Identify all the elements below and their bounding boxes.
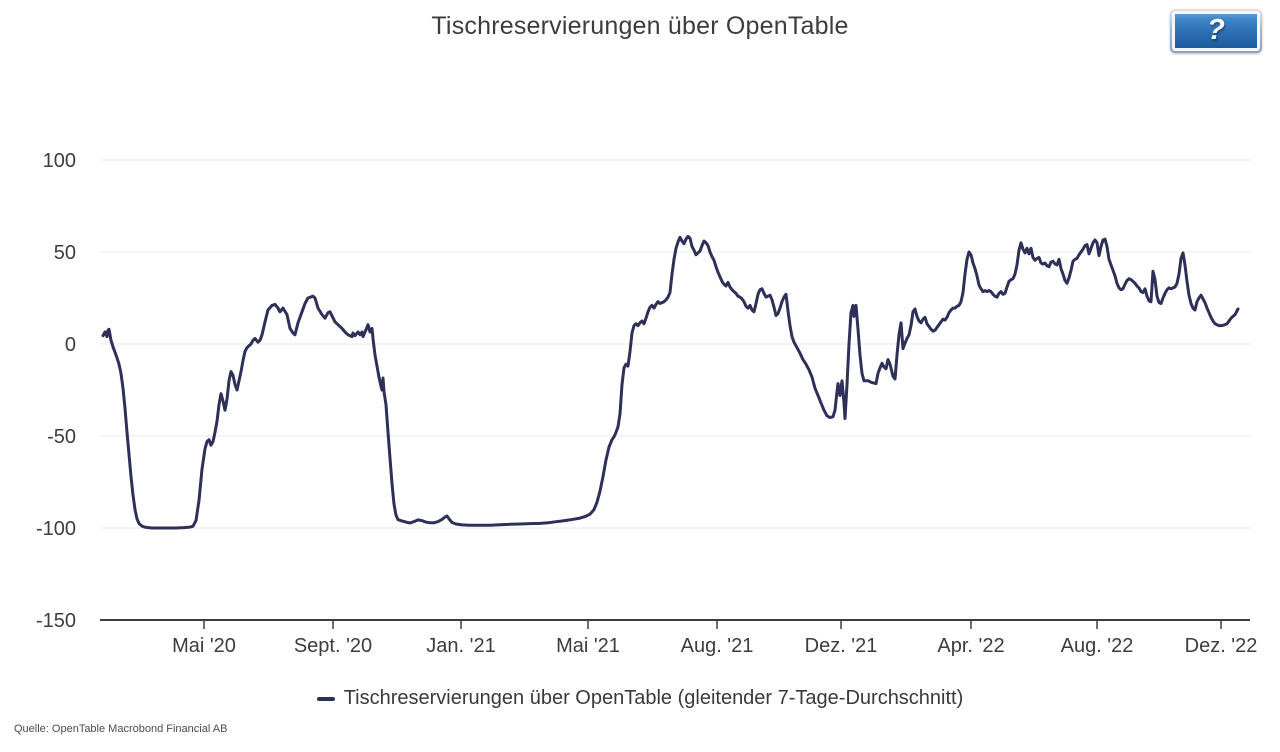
y-axis-tick-label: -150 bbox=[36, 610, 76, 632]
data-line bbox=[101, 234, 1240, 530]
x-axis-tick-label: Apr. '22 bbox=[937, 635, 1004, 657]
x-axis-tick-label: Sept. '20 bbox=[294, 635, 372, 657]
x-axis-tick-label: Aug. '21 bbox=[681, 635, 754, 657]
legend-line-marker bbox=[316, 696, 335, 701]
help-button[interactable]: ? bbox=[1170, 9, 1262, 53]
y-axis-tick-label: -50 bbox=[47, 426, 76, 448]
x-axis-tick-label: Mai '20 bbox=[172, 635, 236, 657]
legend-label: Tischreservierungen über OpenTable (glei… bbox=[343, 687, 964, 709]
question-mark-icon: ? bbox=[1207, 13, 1225, 46]
x-axis-tick-label: Dez. '22 bbox=[1185, 635, 1258, 657]
x-axis-tick-label: Aug. '22 bbox=[1061, 635, 1134, 657]
y-axis-tick-label: 50 bbox=[54, 242, 76, 264]
x-axis-tick-label: Dez. '21 bbox=[805, 635, 878, 657]
x-axis-tick-label: Jan. '21 bbox=[426, 635, 495, 657]
help-button-face: ? bbox=[1172, 11, 1260, 51]
x-axis-tick-label: Mai '21 bbox=[556, 635, 620, 657]
source-note: Quelle: OpenTable Macrobond Financial AB bbox=[14, 723, 228, 735]
legend: Tischreservierungen über OpenTable (glei… bbox=[0, 687, 1280, 710]
y-axis-tick-label: -100 bbox=[36, 518, 76, 540]
page-title: Tischreservierungen über OpenTable bbox=[431, 12, 849, 40]
y-axis-tick-label: 0 bbox=[65, 334, 76, 356]
y-axis-tick-label: 100 bbox=[43, 150, 76, 172]
